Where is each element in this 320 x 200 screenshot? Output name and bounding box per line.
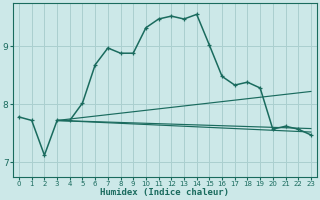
X-axis label: Humidex (Indice chaleur): Humidex (Indice chaleur) xyxy=(100,188,229,197)
